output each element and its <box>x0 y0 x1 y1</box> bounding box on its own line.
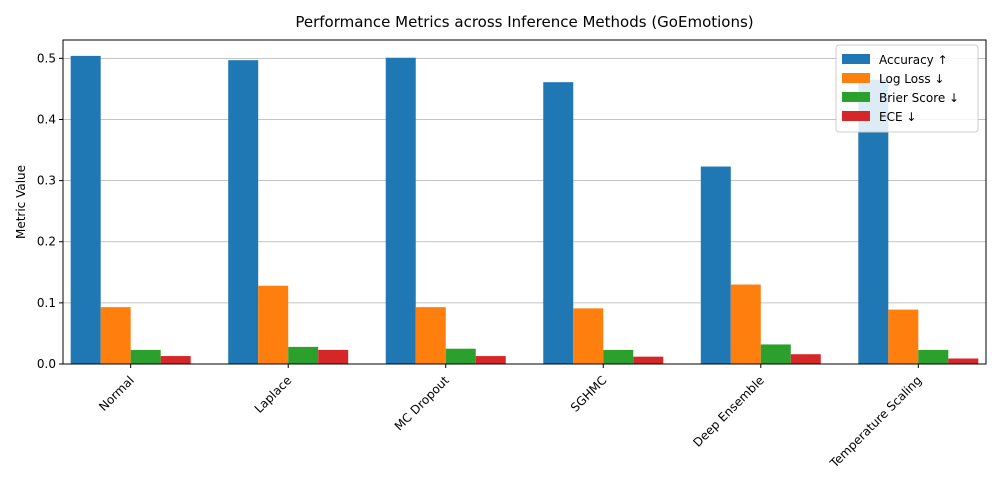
legend-label: Brier Score ↓ <box>879 91 959 105</box>
x-tick-label: MC Dropout <box>392 373 452 433</box>
legend-frame <box>835 44 979 133</box>
bar <box>760 344 791 364</box>
y-tick-label: 0.0 <box>37 357 56 371</box>
bar <box>700 166 731 364</box>
bar <box>445 348 476 364</box>
legend-swatch <box>842 111 870 121</box>
x-tick-label: SGHMC <box>568 373 609 414</box>
legend: Accuracy ↑ Log Loss ↓ Brier Score ↓ ECE ↓ <box>835 44 979 133</box>
bar <box>730 284 761 364</box>
bar <box>160 356 191 364</box>
x-tick-label: Normal <box>96 373 137 414</box>
x-axis-ticks: Normal Laplace MC Dropout SGHMC Deep Ensembl… <box>96 364 924 471</box>
bar <box>288 346 319 364</box>
legend-label: ECE ↓ <box>879 110 916 124</box>
bar <box>415 307 446 364</box>
bar <box>228 60 259 364</box>
plot-frame <box>62 39 987 365</box>
legend-swatch <box>842 92 870 102</box>
bar <box>633 356 664 364</box>
bar <box>130 349 161 364</box>
y-tick-label: 0.2 <box>37 235 56 249</box>
axes <box>62 39 987 365</box>
bar <box>100 307 131 364</box>
bar <box>258 285 289 364</box>
x-tick-label: Deep Ensemble <box>690 373 767 450</box>
bar <box>543 82 574 365</box>
y-tick-label: 0.1 <box>37 296 56 310</box>
bar <box>603 349 634 364</box>
x-tick-label: Laplace <box>252 373 295 416</box>
bar <box>888 309 919 364</box>
x-tick-label: Temperature Scaling <box>827 373 925 471</box>
bar <box>918 349 949 364</box>
bar <box>70 55 101 364</box>
y-tick-label: 0.3 <box>37 174 56 188</box>
bar <box>475 356 506 364</box>
y-axis-ticks: 0.0 0.1 0.2 0.3 0.4 0.5 <box>37 51 63 371</box>
y-tick-label: 0.5 <box>37 51 56 65</box>
legend-label: Accuracy ↑ <box>879 53 948 67</box>
bar <box>790 354 821 364</box>
bar <box>385 57 416 364</box>
bar <box>573 308 604 364</box>
chart-title: Performance Metrics across Inference Met… <box>295 13 753 31</box>
bar <box>318 349 349 364</box>
bars <box>70 55 979 365</box>
y-axis-label: Metric Value <box>14 165 28 239</box>
legend-swatch <box>842 54 870 64</box>
y-tick-label: 0.4 <box>37 112 56 126</box>
legend-swatch <box>842 73 870 83</box>
bar <box>948 358 979 364</box>
legend-label: Log Loss ↓ <box>879 72 944 86</box>
